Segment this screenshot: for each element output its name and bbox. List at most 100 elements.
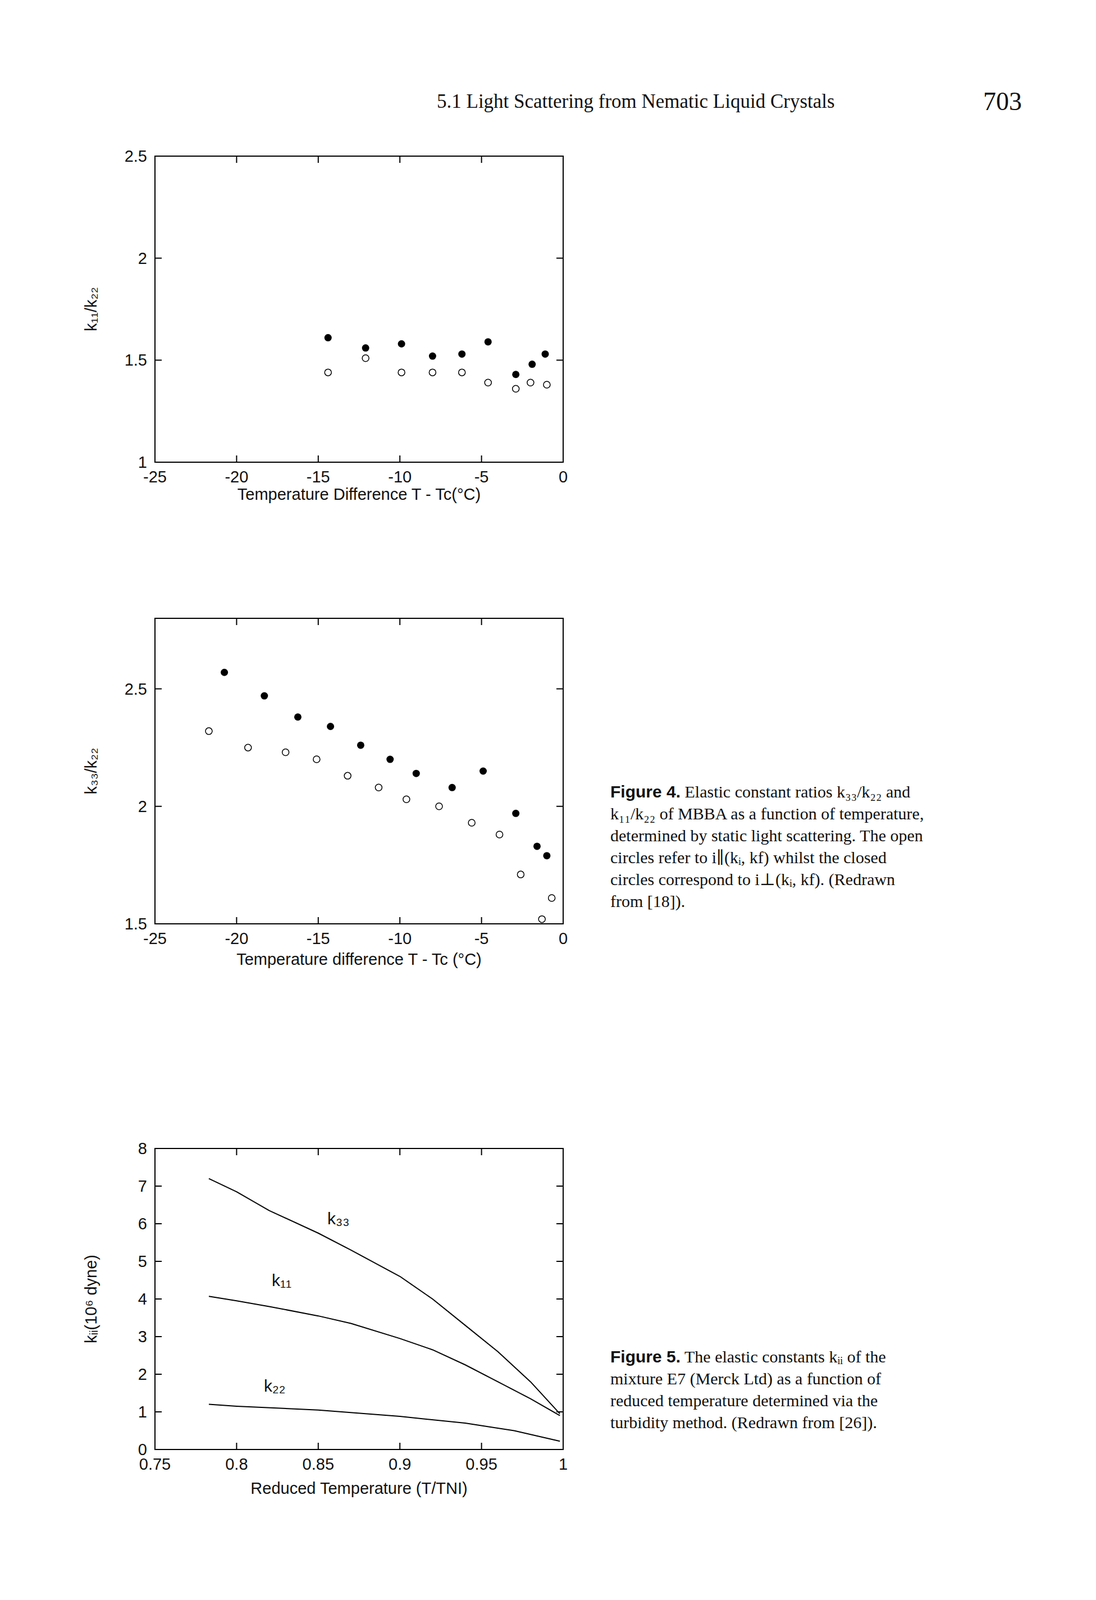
filled-point <box>357 741 365 749</box>
x-tick <box>481 156 483 163</box>
open-point <box>517 870 524 878</box>
filled-point <box>479 767 487 775</box>
x-tick <box>399 618 401 625</box>
x-tick <box>235 618 237 625</box>
running-head: 5.1 Light Scattering from Nematic Liquid… <box>436 90 835 113</box>
open-point <box>458 368 466 376</box>
figure-caption: Figure 4. Elastic constant ratios k₃₃/k₂… <box>610 780 925 912</box>
open-point <box>403 795 410 803</box>
y-tick <box>154 1335 162 1337</box>
plot-frame <box>154 618 564 924</box>
y-tick-label: 8 <box>138 1139 148 1158</box>
y-axis-label: kᵢᵢ(10⁶ dyne) <box>81 1254 100 1344</box>
open-point <box>496 830 504 838</box>
y-tick <box>556 155 564 157</box>
open-point <box>543 381 551 388</box>
y-tick-label: 2 <box>138 1364 148 1383</box>
x-tick-label: 0.95 <box>465 1454 497 1473</box>
y-tick <box>556 1448 564 1450</box>
x-axis-label: Temperature Difference T - Tc(°C) <box>237 485 481 504</box>
x-tick-label: -5 <box>474 467 490 486</box>
y-tick <box>154 1222 162 1225</box>
y-tick <box>154 257 162 259</box>
open-point <box>435 802 443 810</box>
filled-point <box>528 360 536 368</box>
filled-point <box>326 722 335 730</box>
y-tick <box>154 1147 162 1149</box>
y-tick-label: 7 <box>138 1176 148 1195</box>
x-tick <box>154 156 156 163</box>
y-tick-label: 4 <box>138 1289 148 1308</box>
x-tick-label: -10 <box>387 467 412 486</box>
x-tick-label: 0 <box>558 929 568 948</box>
x-tick-label: 0.85 <box>302 1454 335 1473</box>
chart: 0.750.80.850.90.951012345678Reduced Temp… <box>81 1139 568 1497</box>
series-line <box>208 1404 560 1442</box>
figure-caption: Figure 5. The elastic constants kᵢᵢ of t… <box>610 1345 925 1433</box>
data-group <box>324 334 551 392</box>
x-tick <box>481 1148 483 1155</box>
open-point <box>362 354 369 362</box>
x-tick <box>154 1442 156 1450</box>
y-tick <box>556 1222 564 1225</box>
x-tick <box>154 1148 156 1155</box>
plot-frame <box>154 156 564 463</box>
filled-point <box>294 713 302 721</box>
y-tick <box>154 1260 162 1262</box>
x-tick-label: -20 <box>224 467 249 486</box>
y-tick <box>556 805 564 807</box>
data-group <box>208 1178 560 1442</box>
y-axis-label: k₁₁/k₂₂ <box>81 286 100 332</box>
x-tick-label: -10 <box>387 929 412 948</box>
y-tick-label: 0 <box>138 1440 148 1459</box>
open-point <box>344 772 351 779</box>
x-axis-label: Reduced Temperature (T/TNI) <box>250 1478 468 1497</box>
x-tick-label: -15 <box>306 467 331 486</box>
y-tick-label: 1 <box>138 1402 148 1421</box>
filled-point <box>398 340 406 348</box>
y-tick <box>154 155 162 157</box>
x-tick-label: 1 <box>558 1454 568 1473</box>
x-tick <box>235 916 237 924</box>
x-tick-label: -5 <box>474 929 490 948</box>
filled-point <box>484 338 492 346</box>
x-tick <box>399 1442 401 1450</box>
filled-point <box>458 350 466 358</box>
open-point <box>313 755 321 763</box>
x-tick <box>317 1442 319 1450</box>
filled-point <box>541 350 550 358</box>
filled-point <box>512 370 520 378</box>
open-point <box>548 894 556 902</box>
x-tick <box>317 618 319 625</box>
open-point <box>538 915 546 923</box>
y-tick <box>556 1298 564 1300</box>
y-tick-label: 2 <box>138 249 148 268</box>
y-tick <box>556 923 564 925</box>
series-label: k₃₃ <box>327 1208 350 1228</box>
x-tick <box>562 618 564 625</box>
x-tick <box>235 1148 237 1155</box>
x-tick <box>154 916 156 924</box>
y-tick-label: 2.5 <box>124 679 148 698</box>
y-tick <box>556 1373 564 1375</box>
chart: -25-20-15-10-501.522.5Temperature differ… <box>81 618 568 968</box>
open-point <box>527 378 534 386</box>
open-point <box>244 743 252 751</box>
filled-point <box>428 352 437 360</box>
y-tick <box>154 359 162 361</box>
y-tick <box>154 1373 162 1375</box>
y-tick <box>154 1185 162 1187</box>
y-tick <box>154 1410 162 1413</box>
series-label: k₁₁ <box>271 1270 292 1290</box>
plot-frame <box>154 1148 564 1450</box>
y-tick <box>556 1185 564 1187</box>
filled-point <box>542 851 551 860</box>
page: 5.1 Light Scattering from Nematic Liquid… <box>0 0 1096 1600</box>
x-tick <box>317 1148 319 1155</box>
y-tick <box>154 1448 162 1450</box>
filled-point <box>220 668 228 677</box>
filled-point <box>448 783 456 792</box>
series-line <box>208 1178 560 1414</box>
filled-point <box>533 842 541 850</box>
y-tick <box>556 688 564 690</box>
